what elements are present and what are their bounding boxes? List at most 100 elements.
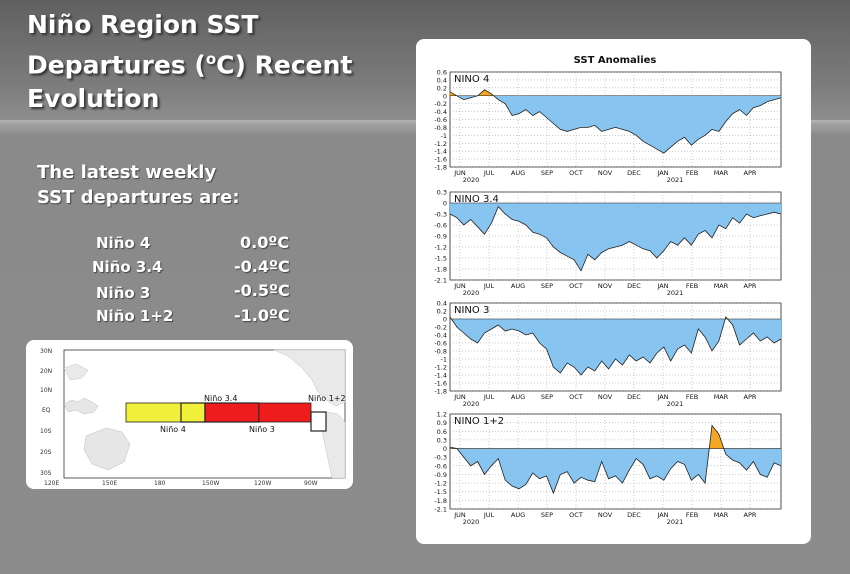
lon-label: 180 [154, 480, 166, 487]
year-label: 2021 [667, 176, 684, 184]
nino3-region [258, 402, 312, 423]
sst-anomalies-figure: SST Anomalies 0.6 0.4 0.2 0 -0.2 -0.4 -0.6 -0.8… [416, 39, 811, 544]
negative-anomaly-area [450, 95, 781, 154]
x-tick-label: JUN [453, 169, 466, 177]
x-tick-label: FEB [686, 169, 698, 177]
y-tick-label: 0.4 [437, 76, 447, 84]
y-tick-label: 1.2 [437, 411, 447, 419]
y-tick-label: -0.8 [434, 348, 447, 356]
y-tick-label: -1.2 [434, 140, 447, 148]
series-line [449, 424, 782, 495]
y-tick-label: -1.6 [434, 380, 447, 388]
x-tick-label: AUG [511, 511, 525, 519]
x-tick-label: OCT [569, 282, 583, 290]
lon-label: 120E [44, 480, 59, 487]
nino12-region [310, 411, 327, 432]
y-tick-label: -1 [441, 132, 447, 140]
y-tick-label: 0.6 [437, 428, 447, 436]
x-tick-label: JUN [453, 393, 466, 401]
lat-label: 20S [40, 449, 52, 456]
y-tick-label: -0.9 [434, 471, 447, 479]
chart-title: SST Anomalies [574, 55, 657, 66]
lon-label: 120W [254, 480, 271, 487]
y-tick-label: -0.3 [434, 454, 447, 462]
series-line [449, 89, 782, 154]
x-tick-label: SEP [541, 282, 553, 290]
x-tick-label: APR [744, 511, 757, 519]
x-tick-label: MAR [714, 282, 729, 290]
value-name-nino34: Niño 3.4 [92, 258, 163, 276]
x-tick-label: MAR [714, 393, 729, 401]
nino4-west-region [125, 402, 182, 423]
y-tick-label: -2.1 [434, 506, 447, 514]
x-tick-label: SEP [541, 511, 553, 519]
negative-anomaly-area [450, 203, 781, 271]
positive-anomaly-area [450, 89, 781, 96]
y-tick-label: -0.4 [434, 332, 447, 340]
x-tick-label: AUG [511, 169, 525, 177]
y-tick-label: -1.5 [434, 255, 447, 263]
x-tick-label: FEB [686, 282, 698, 290]
y-tick-label: -0.6 [434, 340, 447, 348]
y-tick-label: -1.4 [434, 148, 447, 156]
panel-0: 0.60.40.20-0.2-0.4-0.6-0.8-1-1.2-1.4-1.6… [434, 69, 782, 184]
lon-label: 90W [304, 480, 318, 487]
y-tick-label: -1.2 [434, 364, 447, 372]
x-tick-label: JUL [483, 511, 495, 519]
land-south-america [321, 411, 346, 479]
x-tick-label: JAN [656, 393, 668, 401]
lon-label: 150W [202, 480, 219, 487]
year-label: 2020 [463, 289, 480, 297]
subtitle-line-2: SST departures are: [37, 187, 240, 208]
x-tick-label: APR [744, 393, 757, 401]
panel-2: 0.40.20-0.2-0.4-0.6-0.8-1-1.2-1.4-1.6-1.… [434, 300, 782, 408]
y-tick-label: -1.2 [434, 480, 447, 488]
slide-subtitle: The latest weekly SST departures are: [37, 160, 337, 210]
y-tick-label: -0.6 [434, 116, 447, 124]
y-tick-label: 0.4 [437, 300, 447, 308]
y-tick-label: -1.8 [434, 388, 447, 396]
nino4-east-region [180, 402, 206, 423]
y-tick-label: -2.1 [434, 277, 447, 285]
lat-label: 20N [40, 368, 52, 375]
year-label: 2021 [667, 400, 684, 408]
x-tick-label: SEP [541, 393, 553, 401]
panel-label: NINO 3.4 [454, 194, 499, 205]
y-tick-label: 0.3 [437, 436, 447, 444]
x-tick-label: NOV [598, 511, 613, 519]
x-tick-label: DEC [627, 282, 641, 290]
y-tick-label: -1.6 [434, 156, 447, 164]
x-tick-label: JUL [483, 282, 495, 290]
y-tick-label: 0 [443, 316, 447, 324]
panel-label: NINO 1+2 [454, 416, 504, 427]
title-line-3: Evolution [27, 84, 160, 114]
value-nino4: 0.0ºC [240, 233, 290, 252]
y-tick-label: 0.2 [437, 308, 447, 316]
x-tick-label: JUN [453, 282, 466, 290]
x-tick-label: JAN [656, 511, 668, 519]
land-australia [83, 427, 131, 471]
panel-3: 1.20.90.60.30-0.3-0.6-0.9-1.2-1.5-1.8-2.… [434, 411, 782, 526]
lat-label: EQ [42, 407, 51, 414]
year-label: 2020 [463, 400, 480, 408]
x-tick-label: JAN [656, 282, 668, 290]
lat-label: 10S [40, 428, 52, 435]
value-nino12: -1.0ºC [234, 306, 290, 325]
land-asia [63, 363, 89, 381]
y-tick-label: -0.4 [434, 108, 447, 116]
x-tick-label: MAR [714, 511, 729, 519]
y-tick-label: -1.5 [434, 488, 447, 496]
panel-label: NINO 4 [454, 74, 489, 85]
x-tick-label: JAN [656, 169, 668, 177]
title-line-2a: Departures ( [27, 50, 206, 80]
y-tick-label: 0.9 [437, 419, 447, 427]
map-label-nino3: Niño 3 [249, 425, 275, 434]
value-nino3: -0.5ºC [234, 281, 290, 300]
land-maritime-continent [63, 397, 99, 415]
map-svg: Niño 3.4 Niño 4 Niño 3 Niño 1+2 30N 20N … [40, 348, 346, 487]
subtitle-line-1: The latest weekly [37, 162, 217, 183]
value-name-nino3: Niño 3 [96, 284, 151, 302]
x-tick-label: NOV [598, 282, 613, 290]
y-tick-label: -0.6 [434, 462, 447, 470]
x-tick-label: SEP [541, 169, 553, 177]
